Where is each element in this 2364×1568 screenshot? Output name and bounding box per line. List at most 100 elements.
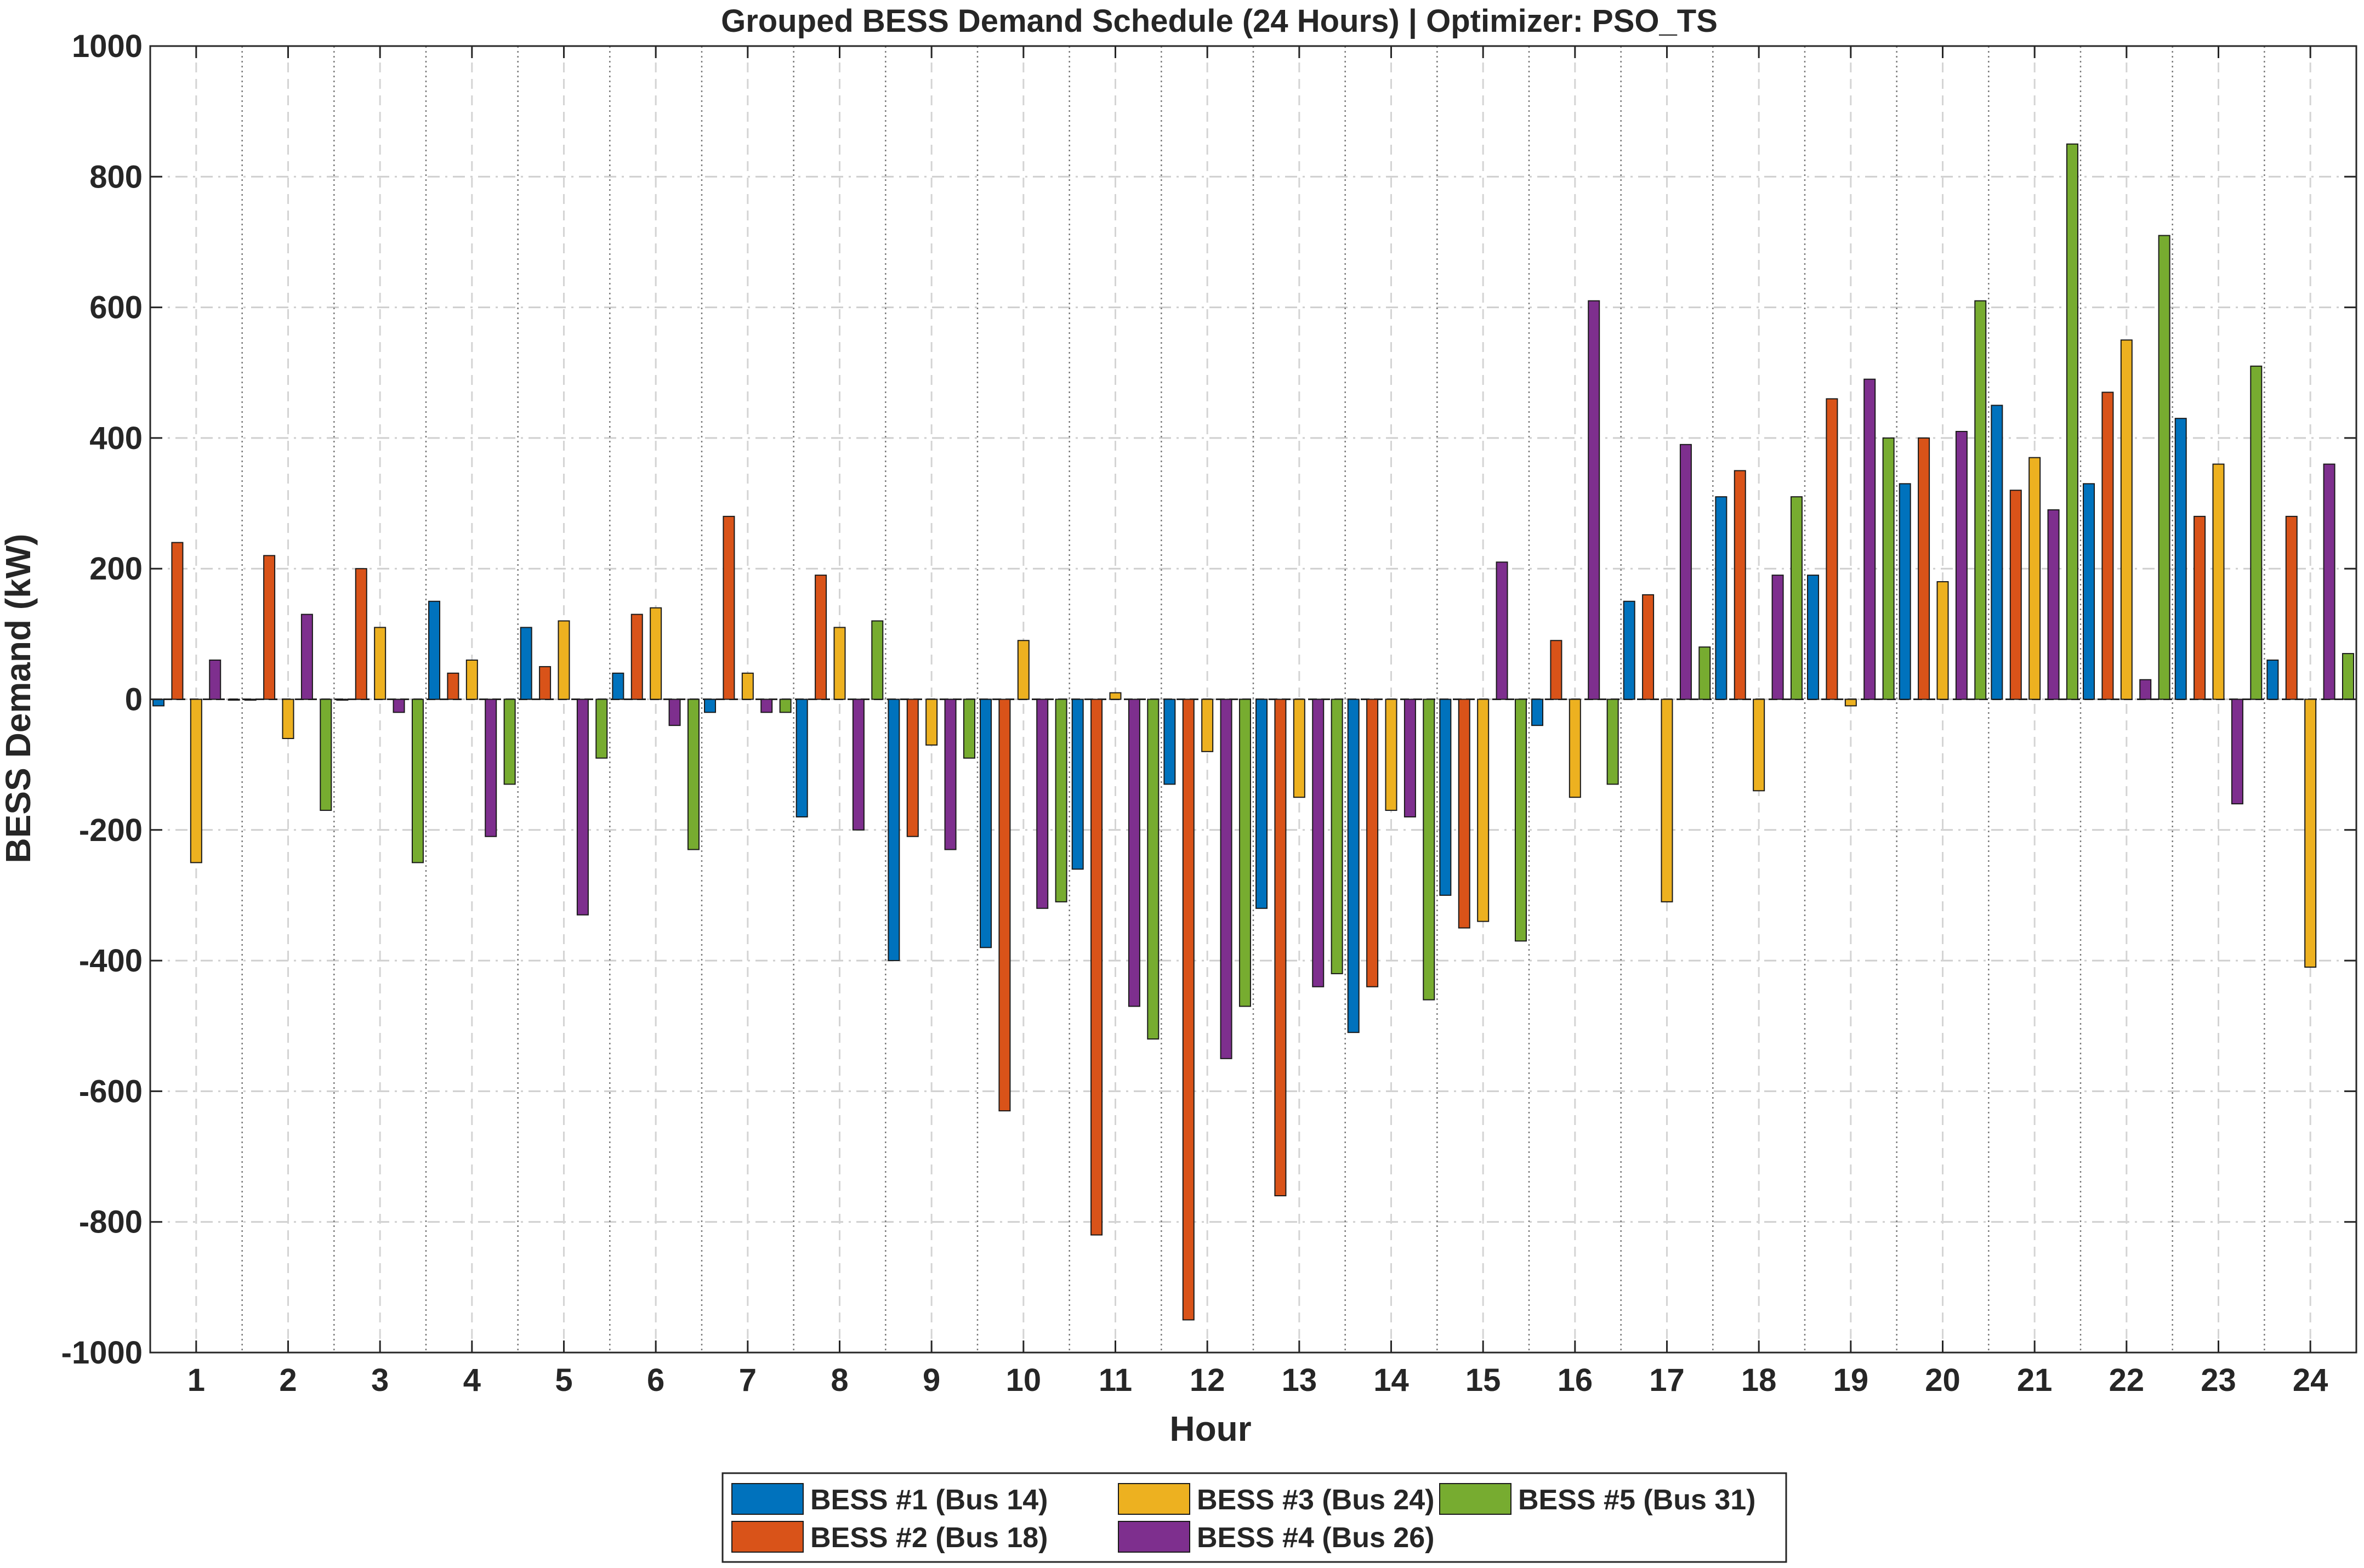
bar xyxy=(1550,640,1562,700)
x-tick-label: 20 xyxy=(1925,1362,1960,1398)
bar xyxy=(815,575,827,700)
bar xyxy=(244,698,257,701)
bar xyxy=(576,698,589,916)
bar xyxy=(833,627,846,700)
x-tick-label: 4 xyxy=(463,1362,481,1398)
x-tick-label: 5 xyxy=(555,1362,572,1398)
bar xyxy=(2266,660,2279,700)
bar xyxy=(1458,698,1470,929)
bar xyxy=(2101,391,2114,700)
bar xyxy=(1220,698,1232,1059)
grid-lines xyxy=(150,46,2356,1353)
x-tick-label: 6 xyxy=(647,1362,664,1398)
x-tick-label: 21 xyxy=(2017,1362,2053,1398)
bar xyxy=(2285,515,2298,700)
x-tick-label: 19 xyxy=(1833,1362,1869,1398)
bar xyxy=(1863,378,1876,700)
y-tick-label: 0 xyxy=(125,682,143,718)
bar xyxy=(944,698,957,850)
bar xyxy=(1293,698,1305,798)
bar xyxy=(595,698,608,759)
bar xyxy=(2342,653,2354,700)
bar xyxy=(1753,698,1765,792)
bar xyxy=(300,613,313,700)
bar xyxy=(2066,143,2078,700)
y-tick-label: -600 xyxy=(79,1073,143,1109)
bar xyxy=(998,698,1011,1112)
bar xyxy=(539,666,552,700)
bar xyxy=(1017,640,1030,700)
legend-swatch xyxy=(1118,1483,1190,1515)
legend-label: BESS #3 (Bus 24) xyxy=(1197,1484,1435,1516)
bar xyxy=(980,698,992,948)
y-tick-label: 200 xyxy=(89,551,143,587)
bar xyxy=(209,660,221,700)
bar xyxy=(650,607,662,700)
y-tick-label: 1000 xyxy=(72,29,143,64)
bar xyxy=(1698,646,1711,700)
bar xyxy=(925,698,938,746)
y-axis-label: BESS Demand (kW) xyxy=(0,534,38,863)
x-tick-label: 1 xyxy=(187,1362,205,1398)
legend-label: BESS #5 (Bus 31) xyxy=(1518,1484,1756,1516)
bar xyxy=(393,698,405,713)
bar xyxy=(1477,698,1490,922)
bar xyxy=(465,660,478,700)
bar xyxy=(1606,698,1619,785)
x-tick-label: 10 xyxy=(1006,1362,1042,1398)
bar xyxy=(1312,698,1325,987)
bar xyxy=(2120,339,2133,700)
bar xyxy=(906,698,919,837)
bar xyxy=(503,698,516,785)
bar xyxy=(1715,496,1727,700)
bar xyxy=(558,620,570,700)
bar xyxy=(1899,483,1911,700)
bar xyxy=(1201,698,1214,752)
bar xyxy=(704,698,717,713)
bar xyxy=(447,672,459,700)
chart-title: Grouped BESS Demand Schedule (24 Hours) … xyxy=(721,3,1718,39)
bar xyxy=(152,698,165,707)
bar xyxy=(411,698,424,863)
bar xyxy=(2231,698,2243,805)
bar xyxy=(1071,698,1084,870)
x-tick-label: 14 xyxy=(1373,1362,1409,1398)
bar xyxy=(428,600,441,700)
x-tick-label: 17 xyxy=(1649,1362,1685,1398)
bar xyxy=(171,542,184,700)
bar xyxy=(1569,698,1581,798)
bar xyxy=(1734,470,1746,700)
bar xyxy=(2139,679,2152,700)
bar xyxy=(741,672,754,700)
bar xyxy=(190,698,202,863)
bar xyxy=(1790,496,1803,700)
bar xyxy=(1531,698,1544,726)
bar xyxy=(1090,698,1103,1236)
bar xyxy=(1366,698,1379,987)
bar xyxy=(760,698,773,713)
bar xyxy=(2323,463,2335,700)
x-tick-label: 24 xyxy=(2293,1362,2328,1398)
bar xyxy=(2250,365,2263,700)
bar xyxy=(1403,698,1416,817)
x-tick-label: 15 xyxy=(1465,1362,1501,1398)
bar xyxy=(1807,575,1820,700)
bar xyxy=(1147,698,1160,1040)
y-tick-label: -200 xyxy=(79,813,143,848)
x-tick-label: 23 xyxy=(2201,1362,2236,1398)
bar xyxy=(1918,437,1930,700)
bar xyxy=(1623,600,1635,700)
bar xyxy=(668,698,681,726)
bar xyxy=(355,568,367,700)
y-tick-label: -800 xyxy=(79,1205,143,1240)
bar xyxy=(520,627,532,700)
bar xyxy=(1642,594,1655,700)
bar xyxy=(228,698,240,701)
bar xyxy=(779,698,792,713)
bar xyxy=(723,515,735,700)
x-tick-label: 7 xyxy=(739,1362,757,1398)
legend-label: BESS #2 (Bus 18) xyxy=(810,1522,1048,1554)
x-tick-label: 22 xyxy=(2109,1362,2145,1398)
